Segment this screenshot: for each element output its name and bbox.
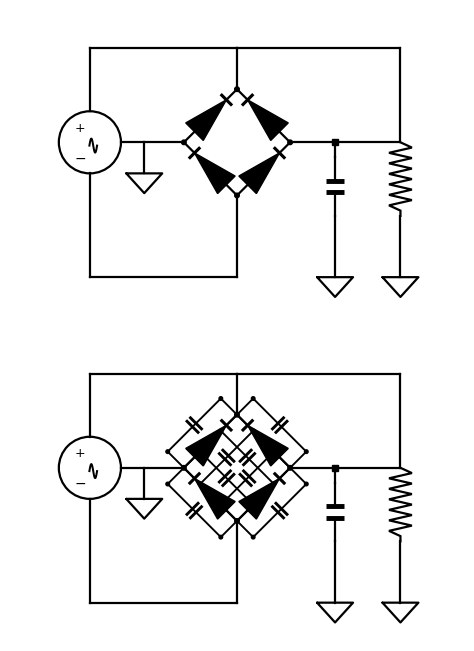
Text: −: − (74, 152, 86, 165)
Text: +: + (75, 122, 85, 135)
Circle shape (219, 503, 223, 506)
Circle shape (219, 535, 223, 539)
Polygon shape (332, 139, 338, 145)
Circle shape (272, 450, 276, 454)
Circle shape (304, 450, 308, 454)
Text: −: − (74, 477, 86, 491)
Circle shape (235, 193, 239, 198)
Circle shape (272, 482, 276, 486)
Polygon shape (186, 100, 227, 141)
Circle shape (166, 450, 170, 454)
Polygon shape (247, 100, 288, 141)
Circle shape (219, 429, 223, 433)
Circle shape (198, 450, 202, 454)
Circle shape (198, 482, 202, 486)
Polygon shape (239, 478, 280, 519)
Text: +: + (75, 447, 85, 460)
Polygon shape (186, 425, 227, 466)
Circle shape (288, 140, 292, 145)
Circle shape (235, 413, 239, 417)
Circle shape (304, 482, 308, 486)
Polygon shape (194, 153, 235, 193)
Circle shape (251, 429, 255, 433)
Circle shape (251, 535, 255, 539)
Circle shape (251, 396, 255, 400)
Circle shape (182, 140, 186, 145)
Circle shape (166, 482, 170, 486)
Polygon shape (239, 153, 280, 193)
Polygon shape (332, 465, 338, 471)
Circle shape (219, 396, 223, 400)
Circle shape (182, 465, 186, 470)
Circle shape (235, 519, 239, 523)
Polygon shape (247, 425, 288, 466)
Circle shape (288, 465, 292, 470)
Polygon shape (194, 478, 235, 519)
Circle shape (251, 503, 255, 506)
Circle shape (235, 87, 239, 92)
